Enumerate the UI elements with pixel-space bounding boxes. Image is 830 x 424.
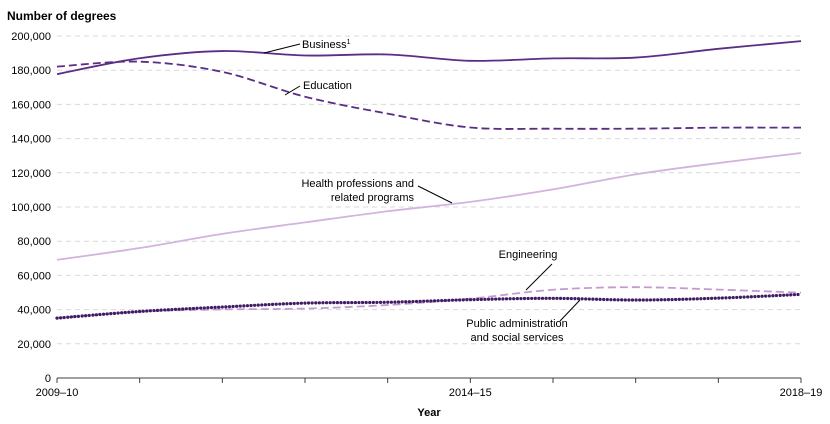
series-label-business: Business1 [302,39,351,51]
y-tick-labels: 0 20,000 40,000 60,000 80,000 100,000 120,000 1… [11,31,51,385]
series-line-engineering [56,286,802,319]
series-lines [55,40,803,320]
series-annotations: Business1 Education Health professions and… [263,39,581,344]
series-line-education [56,60,802,130]
y-tick-label: 80,000 [17,236,51,248]
leader-line-health-professions-and-related-programs [417,185,453,204]
leader-line-public-administration-and-social-services [559,299,581,322]
x-tick-marks: 2009–10 2014–15 2018–19 [36,378,823,399]
y-tick-label: 40,000 [17,305,51,317]
y-axis-title: Number of degrees [7,9,117,23]
series-line-public-administration-and-social-services [55,292,803,320]
series-label-public-administration-and-social-services: and social services [471,332,564,344]
y-tick-label: 60,000 [17,270,51,282]
leader-line-education [284,85,301,96]
series-label-public-administration-and-social-services: Public administration [466,318,568,330]
x-axis-title: Year [417,407,441,419]
y-tick-label: 160,000 [11,99,51,111]
y-tick-label: 140,000 [11,134,51,146]
series-label-engineering: Engineering [499,249,558,261]
y-tick-label: 20,000 [17,339,51,351]
y-tick-label: 100,000 [11,202,51,214]
series-label-health-professions-and-related-programs: related programs [331,192,415,204]
series-line-business [56,40,802,76]
x-tick-label: 2009–10 [36,387,79,399]
leader-line-business [263,43,301,54]
y-tick-label: 120,000 [11,168,51,180]
y-tick-label: 180,000 [11,65,51,77]
series-label-health-professions-and-related-programs: Health professions and [301,178,414,190]
y-tick-label: 200,000 [11,31,51,43]
x-tick-label: 2014–15 [449,387,492,399]
series-label-education: Education [303,80,352,92]
leader-line-engineering [525,263,553,291]
series-line-health-professions-and-related-programs [56,152,802,261]
x-tick-label: 2018–19 [780,387,823,399]
y-tick-label: 0 [45,373,51,385]
